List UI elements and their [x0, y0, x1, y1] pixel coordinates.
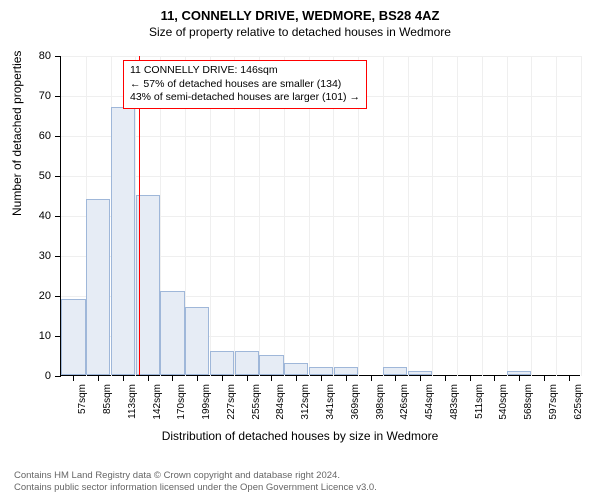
y-tick	[55, 96, 61, 97]
y-tick-label: 70	[26, 90, 51, 102]
x-tick-label: 540sqm	[498, 384, 509, 420]
y-tick	[55, 376, 61, 377]
x-tick	[395, 375, 396, 381]
x-tick	[222, 375, 223, 381]
x-tick	[247, 375, 248, 381]
gridline-v	[432, 56, 433, 376]
x-tick-label: 426sqm	[399, 384, 410, 420]
y-tick	[55, 296, 61, 297]
y-tick-label: 40	[26, 210, 51, 222]
histogram-bar	[160, 291, 184, 375]
x-tick-label: 170sqm	[176, 384, 187, 420]
x-tick	[271, 375, 272, 381]
x-tick-label: 255sqm	[251, 384, 262, 420]
histogram-bar	[210, 351, 234, 375]
plot-area: 0102030405060708057sqm85sqm113sqm142sqm1…	[60, 56, 580, 376]
histogram-bar	[185, 307, 209, 375]
x-tick-label: 312sqm	[300, 384, 311, 420]
x-tick-label: 625sqm	[573, 384, 584, 420]
gridline-v	[457, 56, 458, 376]
x-tick	[519, 375, 520, 381]
x-tick	[321, 375, 322, 381]
x-tick-label: 284sqm	[275, 384, 286, 420]
callout-line3: 43% of semi-detached houses are larger (…	[130, 91, 360, 105]
chart-subtitle: Size of property relative to detached ho…	[0, 25, 600, 39]
x-tick	[73, 375, 74, 381]
x-tick	[569, 375, 570, 381]
marker-callout: 11 CONNELLY DRIVE: 146sqm ← 57% of detac…	[123, 60, 367, 109]
histogram-bar	[284, 363, 308, 375]
histogram-bar	[235, 351, 259, 375]
gridline-v	[556, 56, 557, 376]
x-tick	[371, 375, 372, 381]
y-tick	[55, 56, 61, 57]
x-tick-label: 199sqm	[201, 384, 212, 420]
x-tick	[148, 375, 149, 381]
y-tick	[55, 176, 61, 177]
x-tick-label: 454sqm	[424, 384, 435, 420]
gridline-v	[507, 56, 508, 376]
histogram-bar	[383, 367, 407, 375]
x-tick	[445, 375, 446, 381]
gridline-v	[383, 56, 384, 376]
y-tick-label: 0	[26, 370, 51, 382]
y-tick-label: 80	[26, 50, 51, 62]
y-tick-label: 20	[26, 290, 51, 302]
x-tick-label: 369sqm	[350, 384, 361, 420]
x-tick-label: 511sqm	[474, 384, 485, 419]
x-tick	[544, 375, 545, 381]
x-tick-label: 398sqm	[375, 384, 386, 420]
gridline-v	[581, 56, 582, 376]
x-tick-label: 597sqm	[548, 384, 559, 420]
y-tick	[55, 256, 61, 257]
x-tick-label: 341sqm	[325, 384, 336, 420]
x-tick	[123, 375, 124, 381]
x-tick	[420, 375, 421, 381]
y-tick-label: 60	[26, 130, 51, 142]
x-tick	[296, 375, 297, 381]
x-tick-label: 142sqm	[152, 384, 163, 420]
x-tick-label: 113sqm	[127, 384, 138, 419]
x-tick	[98, 375, 99, 381]
gridline-v	[408, 56, 409, 376]
gridline-v	[531, 56, 532, 376]
x-tick-label: 568sqm	[523, 384, 534, 420]
x-tick	[470, 375, 471, 381]
y-tick-label: 10	[26, 330, 51, 342]
footer-line1: Contains HM Land Registry data © Crown c…	[14, 470, 377, 482]
histogram-bar	[61, 299, 85, 375]
chart-container: 11, CONNELLY DRIVE, WEDMORE, BS28 4AZ Si…	[0, 8, 600, 448]
x-tick	[346, 375, 347, 381]
x-tick-label: 57sqm	[77, 384, 88, 414]
x-tick	[197, 375, 198, 381]
gridline-v	[482, 56, 483, 376]
x-axis-label: Distribution of detached houses by size …	[0, 429, 600, 443]
callout-line2: ← 57% of detached houses are smaller (13…	[130, 78, 360, 92]
x-tick	[494, 375, 495, 381]
x-tick	[172, 375, 173, 381]
y-tick	[55, 336, 61, 337]
histogram-bar	[111, 107, 135, 375]
y-tick	[55, 216, 61, 217]
y-tick-label: 50	[26, 170, 51, 182]
histogram-bar	[334, 367, 358, 375]
x-tick-label: 85sqm	[102, 384, 113, 414]
x-tick-label: 483sqm	[449, 384, 460, 420]
histogram-bar	[86, 199, 110, 375]
histogram-bar	[309, 367, 333, 375]
y-tick-label: 30	[26, 250, 51, 262]
y-tick	[55, 136, 61, 137]
y-axis-label: Number of detached properties	[10, 51, 24, 216]
footer-line2: Contains public sector information licen…	[14, 482, 377, 494]
callout-line1: 11 CONNELLY DRIVE: 146sqm	[130, 64, 360, 78]
footer-attribution: Contains HM Land Registry data © Crown c…	[14, 470, 377, 494]
histogram-bar	[259, 355, 283, 375]
chart-title: 11, CONNELLY DRIVE, WEDMORE, BS28 4AZ	[0, 8, 600, 23]
x-tick-label: 227sqm	[226, 384, 237, 420]
